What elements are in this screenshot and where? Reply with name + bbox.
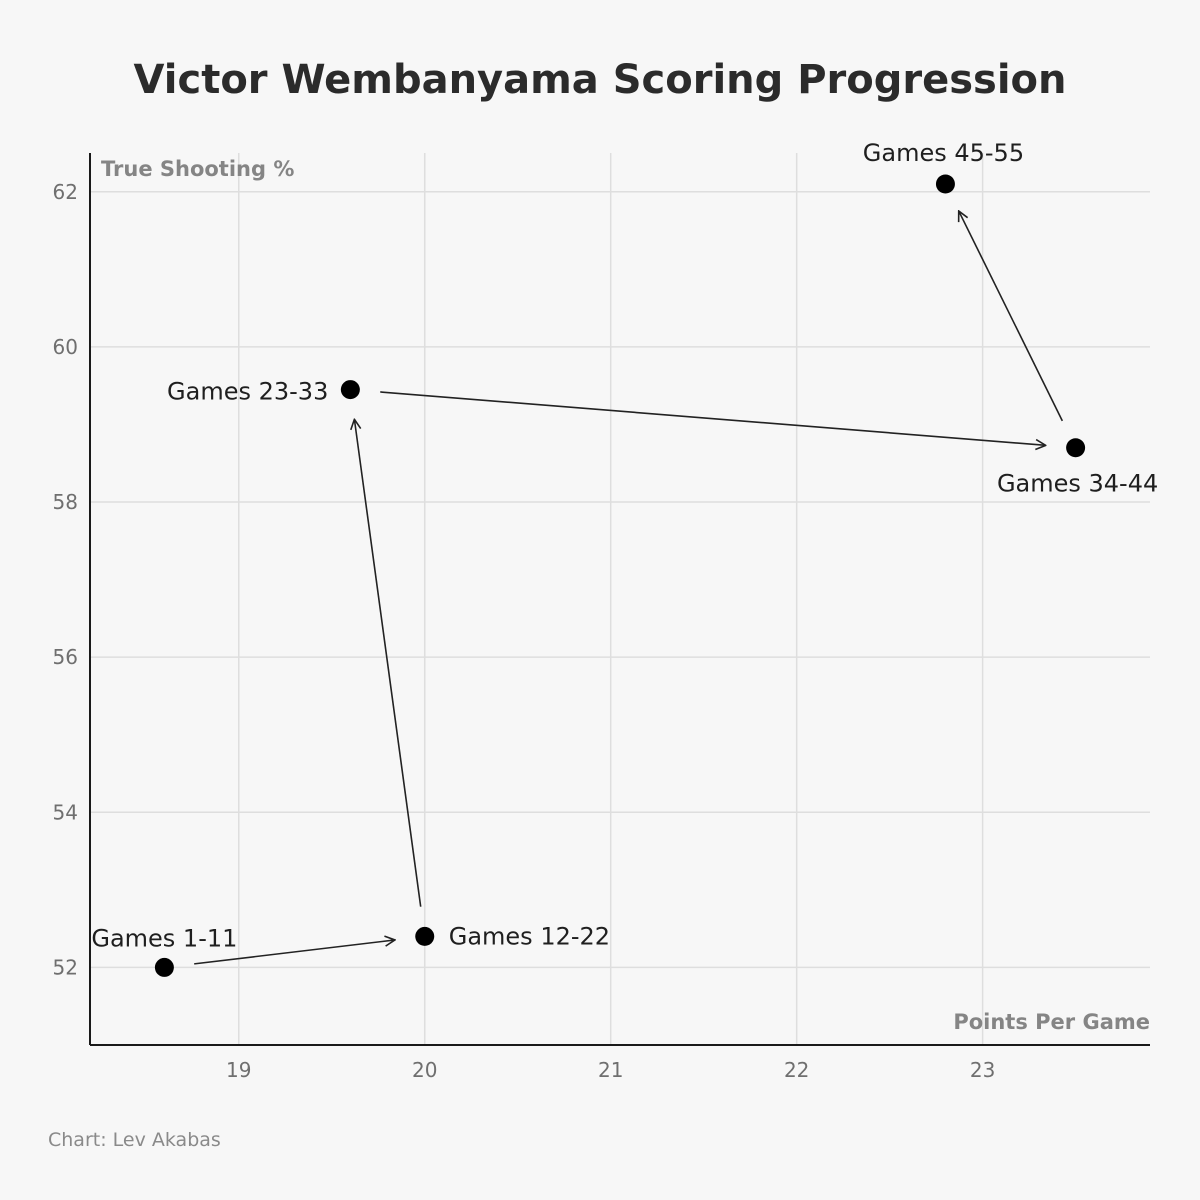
progression-arrow (959, 211, 1064, 422)
y-tick-label: 56 (53, 645, 78, 669)
y-axis-label: True Shooting % (101, 157, 294, 181)
point-labels: Games 1-11 Games 12-22 Games 23-33 Games 34… (91, 139, 1158, 952)
data-points (154, 174, 1086, 977)
point-label: Games 1-11 (91, 924, 237, 952)
x-tick-label: 21 (598, 1058, 623, 1082)
x-tick-label: 22 (784, 1058, 809, 1082)
progression-arrows (194, 211, 1064, 965)
progression-arrow (354, 419, 422, 907)
data-point (415, 926, 435, 946)
point-label: Games 12-22 (449, 922, 610, 950)
x-tick-label: 20 (412, 1058, 437, 1082)
grid (90, 153, 1150, 1045)
chart-title: Victor Wembanyama Scoring Progression (134, 57, 1067, 103)
x-axis-label: Points Per Game (953, 1010, 1150, 1034)
data-point (154, 957, 174, 977)
chart-credit: Chart: Lev Akabas (48, 1129, 221, 1151)
data-point (1066, 438, 1086, 458)
y-tick-label: 54 (53, 800, 78, 824)
x-tick-labels: 19 20 21 22 23 (226, 1058, 995, 1082)
data-point (935, 174, 955, 194)
point-label: Games 23-33 (167, 378, 328, 406)
x-tick-label: 23 (970, 1058, 995, 1082)
x-tick-label: 19 (226, 1058, 251, 1082)
point-label: Games 34-44 (997, 470, 1158, 498)
y-tick-label: 60 (53, 335, 78, 359)
y-tick-labels: 52 54 56 58 60 62 (53, 180, 78, 980)
y-tick-label: 58 (53, 490, 78, 514)
progression-arrow (380, 391, 1045, 445)
y-tick-label: 52 (53, 955, 78, 979)
data-point (340, 380, 360, 400)
y-tick-label: 62 (53, 180, 78, 204)
progression-arrow (194, 940, 395, 965)
point-label: Games 45-55 (863, 139, 1024, 167)
